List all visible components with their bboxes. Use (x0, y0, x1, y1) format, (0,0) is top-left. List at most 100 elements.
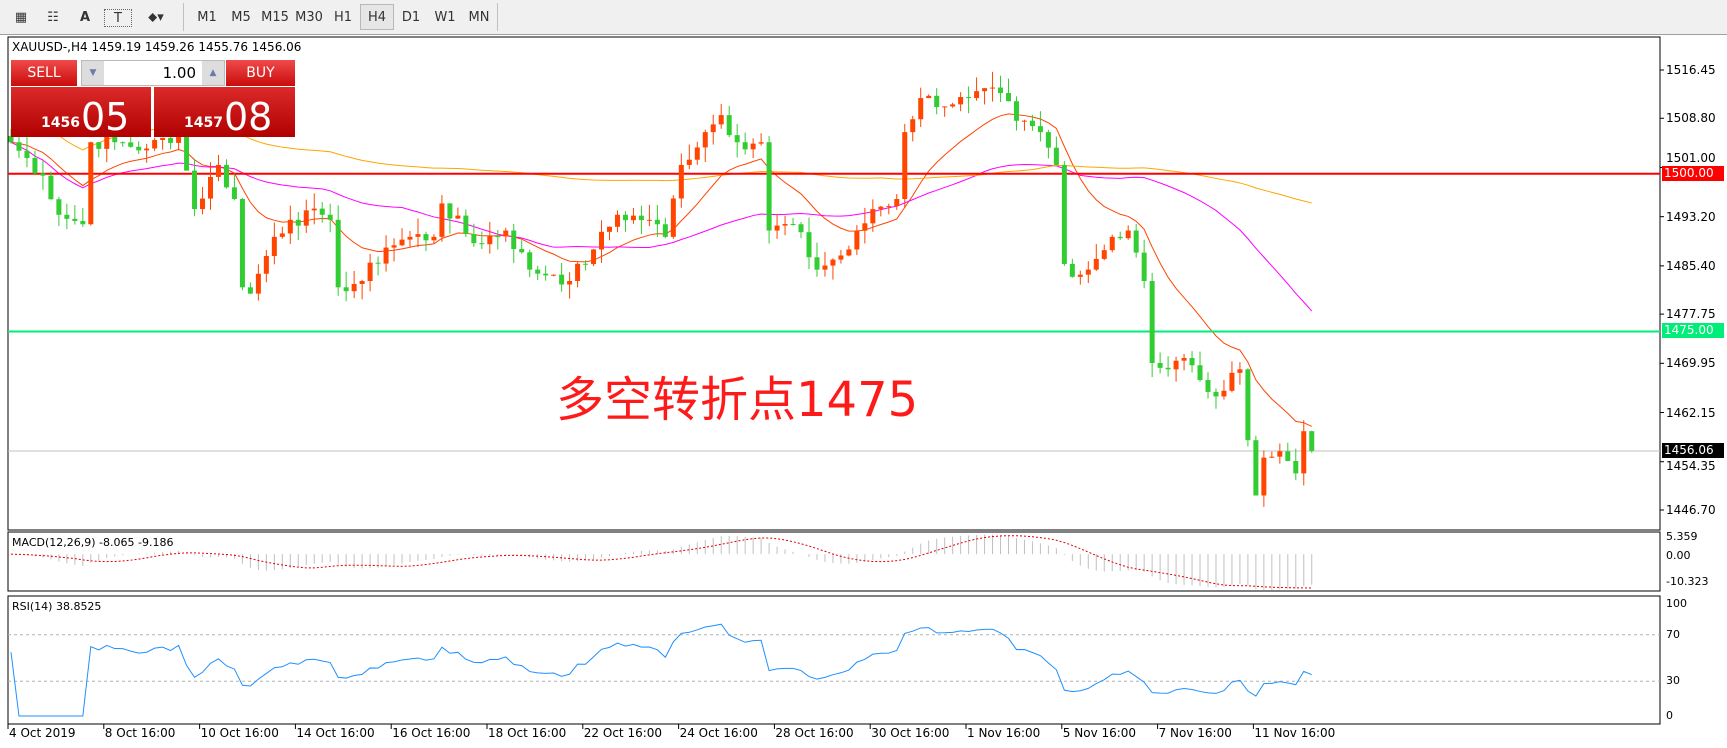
timeframe-m1[interactable]: M1 (197, 9, 217, 25)
candle (407, 231, 413, 247)
candle-body (726, 115, 732, 136)
candle (1245, 368, 1251, 447)
candle (56, 196, 62, 226)
candle-body (1157, 363, 1163, 368)
candle (982, 88, 988, 105)
price-tick-label: 1477.75 (1666, 307, 1716, 322)
candle (415, 218, 421, 248)
buy-price-button[interactable]: 1457 08 (154, 87, 295, 139)
timeframe-m30[interactable]: M30 (295, 9, 323, 25)
candle (583, 260, 589, 271)
candle (431, 234, 437, 244)
chart-annotation: 多空转折点1475 (556, 372, 919, 428)
candle-body (1229, 372, 1235, 391)
candle-body (1006, 93, 1011, 102)
candle (575, 262, 581, 288)
timeframe-h1[interactable]: H1 (333, 9, 353, 25)
candle (926, 94, 932, 99)
macd-tick-label: 0.00 (1666, 549, 1691, 562)
sell-price-button[interactable]: 1456 05 (11, 87, 151, 139)
price-chart[interactable] (0, 35, 1727, 748)
candle (1229, 361, 1235, 393)
lot-increase-button[interactable]: ▲ (202, 61, 224, 85)
candle (614, 210, 620, 233)
candle-body (1277, 451, 1283, 457)
candle-body (1173, 360, 1179, 370)
date-label: 1 Nov 16:00 (967, 726, 1041, 740)
candle (599, 220, 605, 263)
candle-body (886, 206, 892, 208)
hline-price-tag: 1475.00 (1662, 323, 1724, 339)
text-a-icon[interactable]: A (79, 9, 91, 25)
candle-body (782, 224, 788, 226)
text-label-icon[interactable]: T (104, 9, 132, 27)
candle-body (838, 255, 844, 260)
candle (136, 141, 142, 154)
sell-button[interactable]: SELL (11, 60, 77, 86)
candle (1181, 353, 1187, 371)
candle (790, 217, 796, 226)
timeframe-d1[interactable]: D1 (401, 9, 421, 25)
candle (32, 150, 38, 176)
lot-size-input[interactable]: ▼ 1.00 ▲ (81, 60, 225, 86)
date-label: 18 Oct 16:00 (488, 726, 567, 740)
timeframe-mn[interactable]: MN (468, 9, 490, 25)
candle-body (168, 137, 174, 143)
candle (638, 205, 644, 235)
candle (1006, 78, 1011, 102)
candle (1253, 435, 1259, 496)
candle-body (503, 230, 509, 237)
candle-body (607, 226, 612, 232)
candle (726, 105, 732, 138)
candle (942, 106, 948, 117)
candle (1189, 351, 1195, 373)
candle-body (646, 219, 652, 221)
timeframe-m5[interactable]: M5 (231, 9, 251, 25)
candle (718, 103, 724, 129)
candle-body (894, 198, 900, 207)
date-label: 14 Oct 16:00 (296, 726, 375, 740)
candle (200, 186, 206, 215)
candle-body (982, 88, 988, 92)
arrows-dropdown-icon[interactable]: ⬥▾ (148, 9, 164, 25)
lot-decrease-button[interactable]: ▼ (82, 61, 104, 85)
candle-body (1021, 120, 1027, 122)
candle-body (702, 132, 708, 148)
candle-body (830, 259, 836, 266)
candle-body (287, 219, 293, 234)
candle-body (1261, 457, 1267, 496)
candle-body (567, 281, 573, 285)
timeframe-m15[interactable]: M15 (261, 9, 289, 25)
candle-body (447, 203, 453, 219)
candle-body (519, 249, 525, 253)
candle (1045, 129, 1051, 159)
candle-body (335, 219, 341, 288)
candle-body (1165, 367, 1171, 370)
candle-body (120, 142, 126, 144)
candle (1285, 442, 1291, 462)
candle (383, 235, 389, 272)
fibo-f-icon[interactable]: ☷ (47, 9, 59, 25)
timeframe-h4[interactable]: H4 (360, 4, 394, 30)
candle-body (192, 170, 198, 210)
candle-body (710, 124, 716, 133)
candle-body (96, 142, 102, 149)
candle-body (1077, 274, 1083, 277)
rsi-tick-label: 30 (1666, 674, 1680, 688)
candle (335, 205, 341, 296)
lot-value[interactable]: 1.00 (162, 64, 196, 82)
buy-button[interactable]: BUY (226, 60, 295, 86)
grid-e-icon[interactable]: ▦ (14, 9, 28, 25)
one-click-trading-panel: SELL ▼ 1.00 ▲ BUY 1456 05 1457 08 (11, 60, 295, 139)
candle (319, 202, 325, 223)
candle-body (112, 136, 118, 143)
candle-body (998, 87, 1004, 94)
candle (862, 207, 868, 244)
candle-body (144, 148, 150, 151)
candle-body (599, 231, 605, 250)
candle (1237, 362, 1243, 385)
timeframe-w1[interactable]: W1 (434, 9, 456, 25)
candle-body (303, 210, 309, 226)
candle (279, 226, 285, 239)
candle (439, 195, 445, 242)
